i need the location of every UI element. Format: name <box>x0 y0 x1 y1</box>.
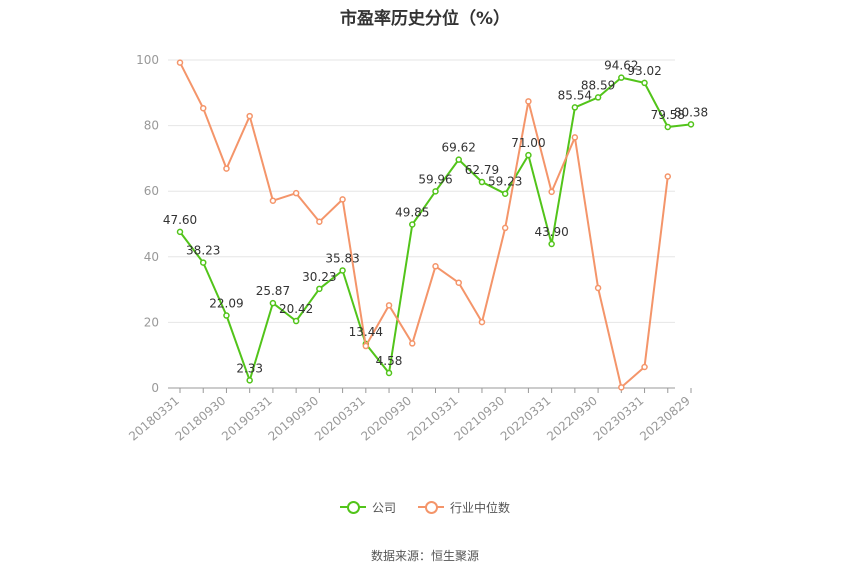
company-data-point <box>269 299 277 307</box>
industry-median-data-point <box>548 188 555 196</box>
company-data-point <box>339 267 346 274</box>
company-data-point <box>548 240 555 248</box>
x-tick-label: 20200930 <box>358 394 414 444</box>
company-data-label: 25.87 <box>256 284 290 298</box>
company-data-label: 93.02 <box>627 64 661 78</box>
x-tick-label: 20210331 <box>405 394 461 444</box>
company-data-label: 88.59 <box>581 78 615 92</box>
industry-median-data-point <box>618 384 625 391</box>
chart-legend: 公司 行业中位数 <box>0 497 850 517</box>
company-data-label: 30.23 <box>302 270 336 284</box>
x-tick-label: 20210930 <box>451 394 507 444</box>
company-data-point <box>478 178 486 186</box>
company-data-label: 79.58 <box>651 108 685 122</box>
company-data-point <box>594 94 602 101</box>
company-data-point <box>246 377 253 384</box>
x-tick-label: 20230829 <box>637 394 693 444</box>
legend-industry-marker-icon <box>418 500 444 514</box>
industry-median-data-point <box>501 224 509 232</box>
industry-median-data-point <box>478 318 486 326</box>
legend-item-company[interactable]: 公司 <box>339 499 396 516</box>
company-series-line <box>179 76 692 382</box>
x-tick-label: 20220930 <box>544 394 600 444</box>
company-data-point <box>409 221 416 228</box>
company-data-label: 69.62 <box>442 141 476 155</box>
legend-item-industry-median[interactable]: 行业中位数 <box>418 499 510 516</box>
y-tick-label: 20 <box>144 315 159 329</box>
company-data-label: 94.62 <box>604 59 638 73</box>
industry-median-data-point <box>664 173 672 180</box>
industry-median-data-point <box>292 189 300 197</box>
company-data-point <box>199 259 207 266</box>
x-tick-label: 20180331 <box>126 394 182 444</box>
industry-median-data-point <box>269 197 277 204</box>
industry-median-data-point <box>409 340 416 347</box>
x-tick-label: 20200331 <box>312 394 368 444</box>
chart-title: 市盈率历史分位（%） <box>339 9 511 29</box>
company-data-label: 13.44 <box>349 325 383 339</box>
company-data-label: 2.33 <box>236 361 263 375</box>
line-chart: 0 20 40 60 80 100 2018033120180930201903312019… <box>126 53 708 444</box>
company-data-label: 38.23 <box>186 244 220 258</box>
company-data-label: 71.00 <box>511 136 545 150</box>
legend-company-label: 公司 <box>371 500 396 515</box>
industry-median-data-point <box>316 218 323 225</box>
company-data-point <box>316 285 323 293</box>
company-data-label: 20.42 <box>279 302 313 316</box>
company-data-point <box>618 74 625 81</box>
industry-median-data-point <box>385 302 393 309</box>
industry-median-series-line <box>179 62 669 389</box>
industry-median-data-point <box>223 165 230 172</box>
industry-median-data-point <box>339 196 346 203</box>
y-tick-label: 0 <box>151 381 159 395</box>
industry-median-data-point <box>594 284 602 292</box>
company-data-point <box>223 312 230 319</box>
company-data-label: 59.23 <box>488 175 522 189</box>
company-data-point <box>432 188 439 195</box>
company-data-label: 80.38 <box>674 105 708 119</box>
company-data-label: 43.90 <box>534 225 568 239</box>
company-data-point <box>176 228 184 236</box>
company-data-point <box>664 123 672 131</box>
industry-median-data-point <box>525 98 532 105</box>
company-data-label: 35.83 <box>325 251 359 265</box>
company-data-point <box>525 151 532 159</box>
company-data-label: 62.79 <box>465 163 499 177</box>
x-tick-label: 20190930 <box>266 394 322 444</box>
x-tick-label: 20180930 <box>173 394 229 444</box>
company-data-point <box>455 156 462 163</box>
data-source-note: 数据来源：恒生聚源 <box>370 549 479 563</box>
company-data-label: 47.60 <box>163 213 197 227</box>
industry-median-data-point <box>362 342 370 350</box>
industry-median-data-point <box>455 279 462 286</box>
y-tick-label: 40 <box>144 250 159 264</box>
company-data-point <box>571 104 579 111</box>
industry-median-data-point <box>571 134 579 141</box>
company-data-point <box>501 190 509 197</box>
x-tick-label: 20230331 <box>591 394 647 444</box>
company-data-point <box>385 369 393 377</box>
company-data-label: 4.58 <box>376 354 403 368</box>
x-tick-label: 20220331 <box>498 394 554 444</box>
company-data-point <box>641 79 648 87</box>
company-data-label: 59.96 <box>418 172 452 186</box>
industry-median-data-point <box>246 112 253 120</box>
legend-company-marker-icon <box>339 500 366 514</box>
y-tick-label: 80 <box>144 119 159 133</box>
company-data-point <box>687 121 695 128</box>
company-data-label: 22.09 <box>209 297 243 311</box>
x-tick-label: 20190331 <box>219 394 275 444</box>
legend-industry-label: 行业中位数 <box>450 500 511 515</box>
industry-median-data-point <box>432 263 439 270</box>
industry-median-data-point <box>176 59 184 66</box>
y-tick-label: 60 <box>144 184 159 198</box>
industry-median-data-point <box>199 104 207 112</box>
company-data-label: 85.54 <box>558 88 592 102</box>
company-data-label: 49.85 <box>395 205 429 219</box>
y-tick-label: 100 <box>136 53 159 67</box>
industry-median-data-point <box>641 363 648 371</box>
company-data-point <box>292 317 300 325</box>
